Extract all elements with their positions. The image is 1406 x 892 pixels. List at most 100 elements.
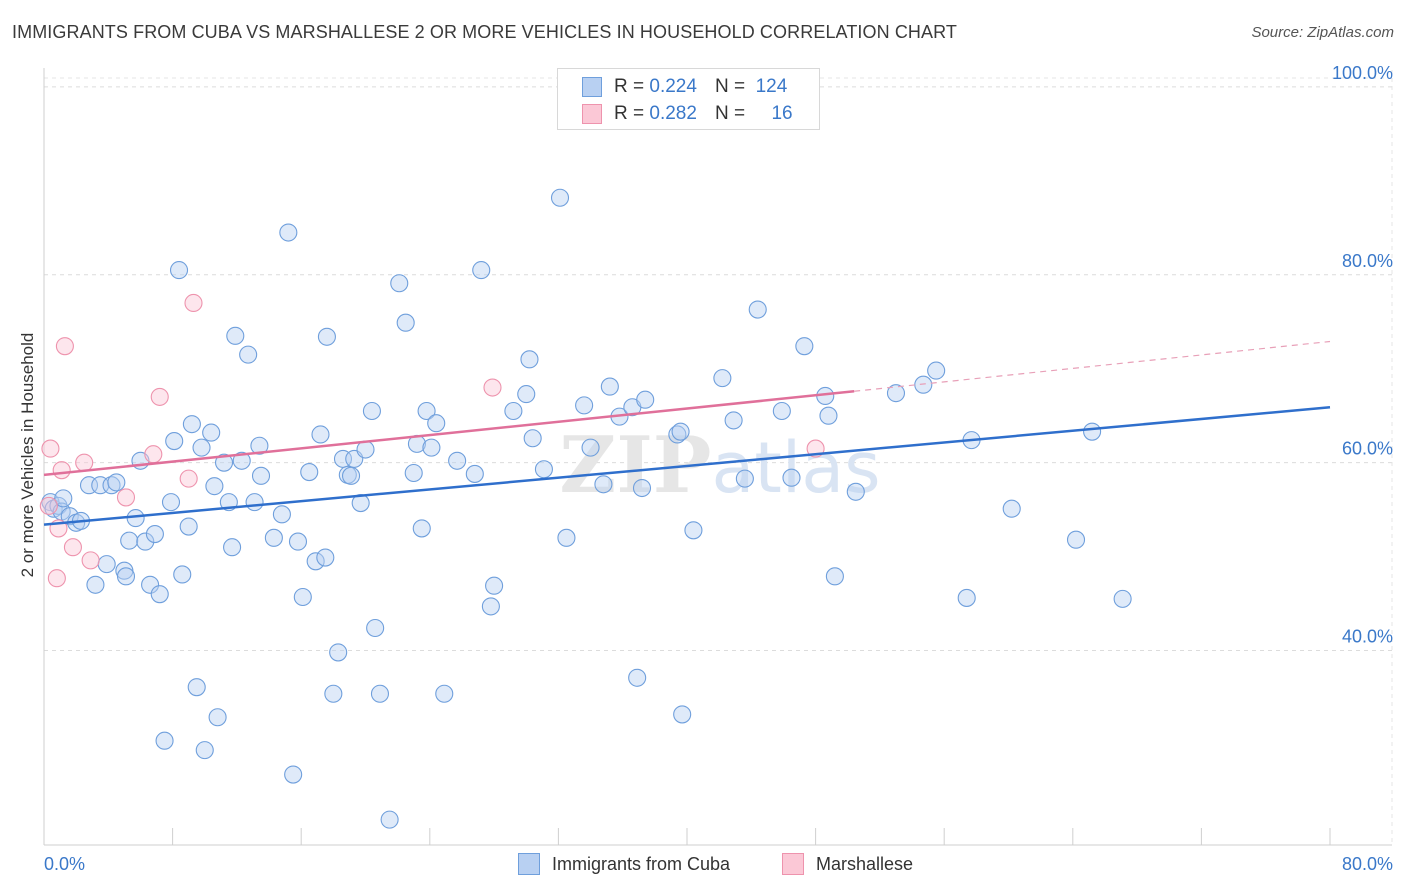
cuba-point xyxy=(523,429,542,448)
marshallese-trend-line xyxy=(43,390,855,477)
marshallese-point xyxy=(179,469,198,488)
cuba-point xyxy=(1066,530,1086,549)
stats-legend: R = 0.224 N = 124 R = 0.282 N = 16 xyxy=(557,68,820,130)
cuba-point xyxy=(846,482,865,501)
cuba-point xyxy=(632,478,652,498)
cuba-point xyxy=(202,423,221,442)
cuba-point xyxy=(272,505,291,524)
cuba-point xyxy=(422,438,441,457)
cuba-point xyxy=(448,451,467,470)
cuba-point xyxy=(107,473,126,492)
cuba-point xyxy=(575,396,594,415)
cuba-point xyxy=(671,422,690,441)
cuba-point xyxy=(300,463,319,482)
cuba-point xyxy=(288,532,308,551)
legend-item-marshallese[interactable]: Marshallese xyxy=(782,852,913,876)
stats-row-cuba: R = 0.224 N = 124 xyxy=(582,75,787,99)
cuba-point xyxy=(214,453,234,472)
y-tick-label: 100.0% xyxy=(1332,63,1393,83)
cuba-point xyxy=(724,411,743,430)
marshallese-point xyxy=(55,337,74,356)
cuba-point xyxy=(279,223,298,242)
cuba-point xyxy=(192,438,211,457)
cuba-point xyxy=(782,468,801,487)
marshallese-swatch xyxy=(582,104,602,124)
cuba-point xyxy=(226,326,245,345)
cuba-point xyxy=(161,493,181,512)
cuba-point xyxy=(232,451,251,470)
cuba-point xyxy=(427,414,446,433)
legend-label: Immigrants from Cuba xyxy=(552,853,731,874)
cuba-point xyxy=(293,587,312,607)
marshallese-point xyxy=(39,496,58,515)
cuba-point xyxy=(182,415,201,434)
cuba-swatch xyxy=(582,77,602,97)
cuba-point xyxy=(927,361,946,380)
marshallese-point xyxy=(47,569,66,588)
cuba-point xyxy=(825,567,844,586)
cuba-point xyxy=(223,538,242,557)
cuba-point xyxy=(417,401,436,421)
cuba-point xyxy=(169,261,189,280)
cuba-point xyxy=(329,643,348,662)
n-value: 16 xyxy=(771,103,793,124)
marshallese-point xyxy=(483,378,502,397)
cuba-point xyxy=(311,425,330,444)
cuba-point xyxy=(324,684,343,703)
n-value: 124 xyxy=(755,76,788,97)
legend-label: Marshallese xyxy=(816,853,914,874)
cuba-point xyxy=(772,401,791,421)
cuba-point xyxy=(187,678,206,697)
cuba-point xyxy=(250,436,269,455)
cuba-point xyxy=(795,337,814,356)
cuba-point xyxy=(306,552,325,571)
cuba-point xyxy=(713,369,732,388)
cuba-point xyxy=(472,261,491,280)
cuba-point xyxy=(155,731,174,750)
r-value: 0.282 xyxy=(649,103,697,124)
cuba-point xyxy=(412,519,431,538)
cuba-point xyxy=(165,432,184,451)
y-tick-label: 40.0% xyxy=(1342,627,1393,647)
legend-item-cuba[interactable]: Immigrants from Cuba xyxy=(518,852,730,876)
marshallese-point xyxy=(144,445,163,464)
cuba-point xyxy=(594,475,613,494)
cuba-trend-line xyxy=(43,405,1331,526)
marshallese-point xyxy=(116,488,136,507)
cuba-point xyxy=(581,438,600,457)
cuba-legend-swatch xyxy=(518,853,540,875)
cuba-point xyxy=(819,406,838,425)
cuba-point xyxy=(396,313,415,332)
x-tick-label: 80.0% xyxy=(1342,854,1393,874)
cuba-point xyxy=(957,588,976,607)
cuba-point xyxy=(557,528,576,547)
marshallese-point xyxy=(150,387,169,406)
cuba-point xyxy=(316,548,335,567)
x-tick-label: 0.0% xyxy=(44,854,85,874)
cuba-point xyxy=(141,575,160,594)
cuba-point xyxy=(485,576,504,595)
cuba-point xyxy=(150,585,169,604)
stats-row-marshallese: R = 0.282 N = 16 xyxy=(582,102,793,126)
cuba-point xyxy=(205,477,224,496)
cuba-point xyxy=(481,597,500,616)
n-label: N = xyxy=(714,103,746,124)
cuba-point xyxy=(673,705,692,724)
marshallese-point xyxy=(75,453,94,472)
cuba-point xyxy=(370,684,390,703)
cuba-point xyxy=(366,618,385,638)
cuba-point xyxy=(517,385,536,404)
cuba-point xyxy=(404,463,423,483)
cuba-point xyxy=(245,493,264,512)
cuba-point xyxy=(54,489,73,508)
cuba-point xyxy=(362,401,381,421)
r-label: R = xyxy=(614,76,645,97)
watermark: ZIPatlas xyxy=(559,420,880,511)
cuba-point xyxy=(239,345,258,364)
cuba-point xyxy=(317,327,336,346)
cuba-point xyxy=(60,507,79,526)
cuba-point xyxy=(380,810,399,829)
n-label: N = xyxy=(714,76,746,97)
cuba-point xyxy=(284,765,303,784)
